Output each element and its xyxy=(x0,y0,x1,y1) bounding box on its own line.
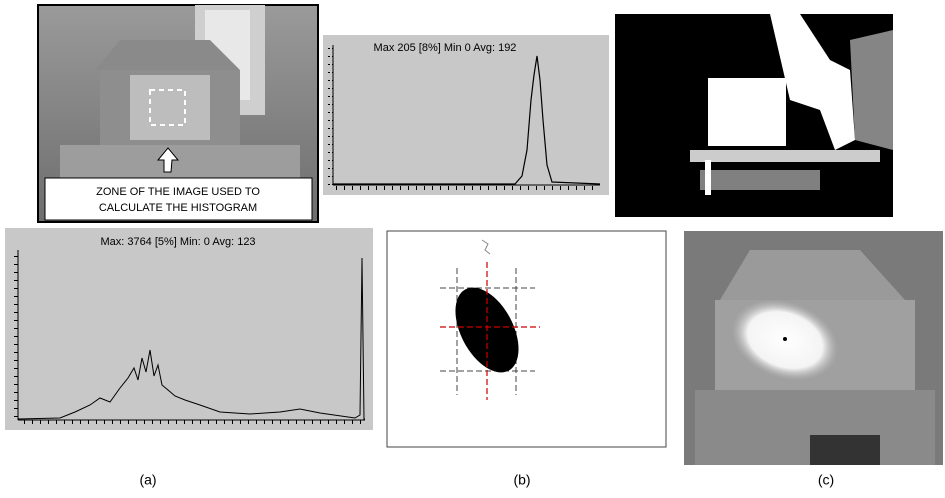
histogram-panel: Max: 3764 [5%] Min: 0 Avg: 123 xyxy=(5,228,373,430)
panel-label: (b) xyxy=(513,472,530,488)
histogram-panel: Max 205 [8%] Min 0 Avg: 192 xyxy=(323,35,609,195)
annotation-line: CALCULATE THE HISTOGRAM xyxy=(99,202,257,214)
panel-label: (c) xyxy=(818,472,834,488)
annotation-line: ZONE OF THE IMAGE USED TO xyxy=(96,186,260,198)
segmentation-panel xyxy=(386,230,667,448)
panel-label: (a) xyxy=(139,472,156,488)
binary-image xyxy=(615,14,893,217)
histogram-stats: Max 205 [8%] Min 0 Avg: 192 xyxy=(374,42,517,54)
photo-panel xyxy=(684,231,943,465)
photo-panel: ZONE OF THE IMAGE USED TO CALCULATE THE … xyxy=(37,4,319,223)
histogram-stats: Max: 3764 [5%] Min: 0 Avg: 123 xyxy=(100,236,255,248)
